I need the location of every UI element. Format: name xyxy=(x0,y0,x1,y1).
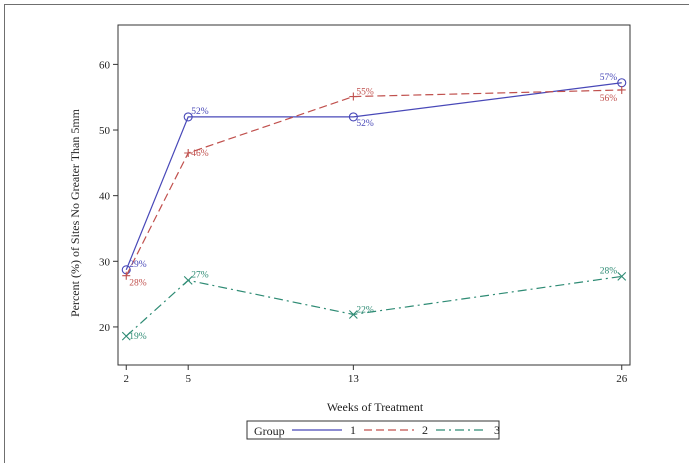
series-layer xyxy=(121,78,627,341)
data-label: 27% xyxy=(191,270,209,280)
data-label: 46% xyxy=(191,149,209,159)
x-axis-title: Weeks of Treatment xyxy=(327,400,424,414)
legend-title: Group xyxy=(254,424,285,438)
data-label: 56% xyxy=(600,94,618,104)
data-label: 52% xyxy=(191,107,209,117)
legend-box xyxy=(246,420,500,440)
data-point-plus xyxy=(349,92,358,101)
y-tick-label: 40 xyxy=(99,191,111,203)
legend-label-2: 2 xyxy=(422,423,428,437)
x-tick-label: 13 xyxy=(348,373,360,385)
series-line-2 xyxy=(125,89,622,277)
data-point-plus xyxy=(122,271,131,280)
series-line-1 xyxy=(125,82,622,271)
data-point-x xyxy=(183,275,193,285)
x-tick-label: 5 xyxy=(185,373,191,385)
data-point-x xyxy=(348,310,358,319)
plot-area-frame xyxy=(117,24,631,366)
y-axis-title: Percent (%) of Sites No Greater Than 5mm xyxy=(68,108,82,317)
data-point-plus xyxy=(617,85,626,94)
figure-border xyxy=(4,4,689,463)
series-2 xyxy=(122,85,626,280)
data-point-circle xyxy=(183,112,193,122)
data-point-circle xyxy=(348,112,358,122)
data-label: 28% xyxy=(129,279,147,289)
data-point-x xyxy=(121,331,131,341)
legend-label-1: 1 xyxy=(350,423,356,437)
x-tick-label: 2 xyxy=(124,373,130,385)
data-point-x xyxy=(617,272,627,281)
y-tick-label: 60 xyxy=(99,59,111,71)
data-labels: 29% 52% 52% 57% 28% 46% 55% 56% 19% 27% 22% 28% xyxy=(129,73,617,342)
data-label: 29% xyxy=(129,260,147,270)
data-point-plus xyxy=(184,148,193,157)
y-tick-label: 20 xyxy=(99,322,111,334)
data-label: 57% xyxy=(600,73,618,83)
series-3 xyxy=(121,272,627,341)
data-label: 55% xyxy=(356,88,374,98)
series-line-3 xyxy=(125,275,622,337)
legend-label-3: 3 xyxy=(494,423,500,437)
legend: Group 1 2 3 xyxy=(246,420,500,440)
axes: 2 5 13 26 20 30 40 50 60 xyxy=(99,24,631,385)
x-tick-label: 26 xyxy=(616,373,628,385)
data-label: 28% xyxy=(600,266,618,276)
data-label: 19% xyxy=(129,332,147,342)
y-tick-label: 50 xyxy=(99,125,111,137)
y-tick-label: 30 xyxy=(99,256,111,268)
data-label: 52% xyxy=(356,119,374,129)
data-label: 22% xyxy=(356,305,374,315)
